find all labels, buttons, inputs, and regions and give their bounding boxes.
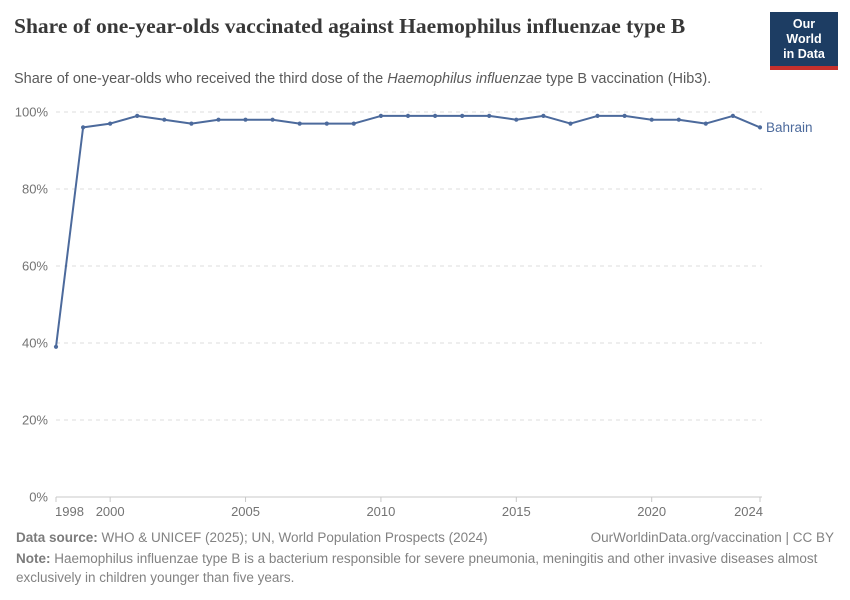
data-point <box>433 113 438 118</box>
data-point <box>514 117 519 122</box>
data-point <box>351 121 356 126</box>
x-tick-label: 2000 <box>96 504 125 519</box>
data-line <box>55 114 761 348</box>
x-tick-label: 2015 <box>502 504 531 519</box>
data-point <box>378 113 383 118</box>
data-point <box>53 344 59 349</box>
x-tick-label: 2010 <box>366 504 395 519</box>
owid-logo-box: Our World in Data <box>770 12 838 66</box>
data-point <box>135 113 140 118</box>
data-point <box>460 113 465 118</box>
chart-subtitle: Share of one-year-olds who received the … <box>14 71 774 87</box>
chart-note: Note: Haemophilus influenzae type B is a… <box>16 549 821 587</box>
x-tick-label: 2005 <box>231 504 260 519</box>
chart-footer: Data source: WHO & UNICEF (2025); UN, Wo… <box>16 530 834 587</box>
data-point <box>243 117 248 122</box>
data-source: Data source: WHO & UNICEF (2025); UN, Wo… <box>16 530 488 545</box>
note-label: Note: <box>16 551 51 566</box>
x-tick-label: 2020 <box>637 504 666 519</box>
owid-logo: Our World in Data <box>770 12 838 70</box>
y-tick-label: 20% <box>22 413 48 428</box>
footer-source-row: Data source: WHO & UNICEF (2025); UN, Wo… <box>16 530 834 545</box>
note-text: Haemophilus influenzae type B is a bacte… <box>16 551 818 585</box>
y-tick-label: 0% <box>29 490 48 505</box>
owid-logo-red-bar <box>770 66 838 70</box>
series-end-label: Bahrain <box>766 120 813 135</box>
data-point <box>189 121 194 126</box>
data-point <box>703 121 708 126</box>
line-chart: 0% 20% 40% 60% 80% 100% 1998 2000 2005 2010 2015 20… <box>15 105 813 520</box>
data-point <box>757 125 763 130</box>
x-tick-label: 2024 <box>734 504 763 519</box>
data-point <box>676 117 681 122</box>
data-source-text: WHO & UNICEF (2025); UN, World Populatio… <box>97 530 488 545</box>
data-source-label: Data source: <box>16 530 98 545</box>
attribution-link[interactable]: OurWorldinData.org/vaccination | CC BY <box>590 530 834 545</box>
data-point <box>162 117 167 122</box>
data-point <box>595 113 600 118</box>
data-point <box>568 121 573 126</box>
data-point <box>216 117 221 122</box>
y-tick-label: 40% <box>22 336 48 351</box>
subtitle-text-end: type B vaccination (Hib3). <box>541 71 712 87</box>
data-point <box>297 121 302 126</box>
data-point <box>270 117 275 122</box>
chart-title: Share of one-year-olds vaccinated agains… <box>14 14 686 38</box>
y-tick-label: 60% <box>22 259 48 274</box>
data-point <box>324 121 329 126</box>
subtitle-species-italic: Haemophilus influenzae <box>387 71 542 87</box>
data-point <box>649 117 654 122</box>
data-point <box>108 121 113 126</box>
data-point <box>487 113 492 118</box>
subtitle-text: Share of one-year-olds who received the … <box>14 71 388 87</box>
data-point <box>405 113 411 118</box>
y-tick-label: 100% <box>15 105 49 120</box>
data-point <box>622 113 627 118</box>
x-tick-label: 1998 <box>55 504 84 519</box>
data-point <box>541 113 546 118</box>
owid-logo-line2: in Data <box>783 47 825 61</box>
data-point <box>81 125 86 130</box>
owid-logo-line1: Our World <box>786 17 822 46</box>
data-point <box>730 113 736 118</box>
y-tick-label: 80% <box>22 182 48 197</box>
